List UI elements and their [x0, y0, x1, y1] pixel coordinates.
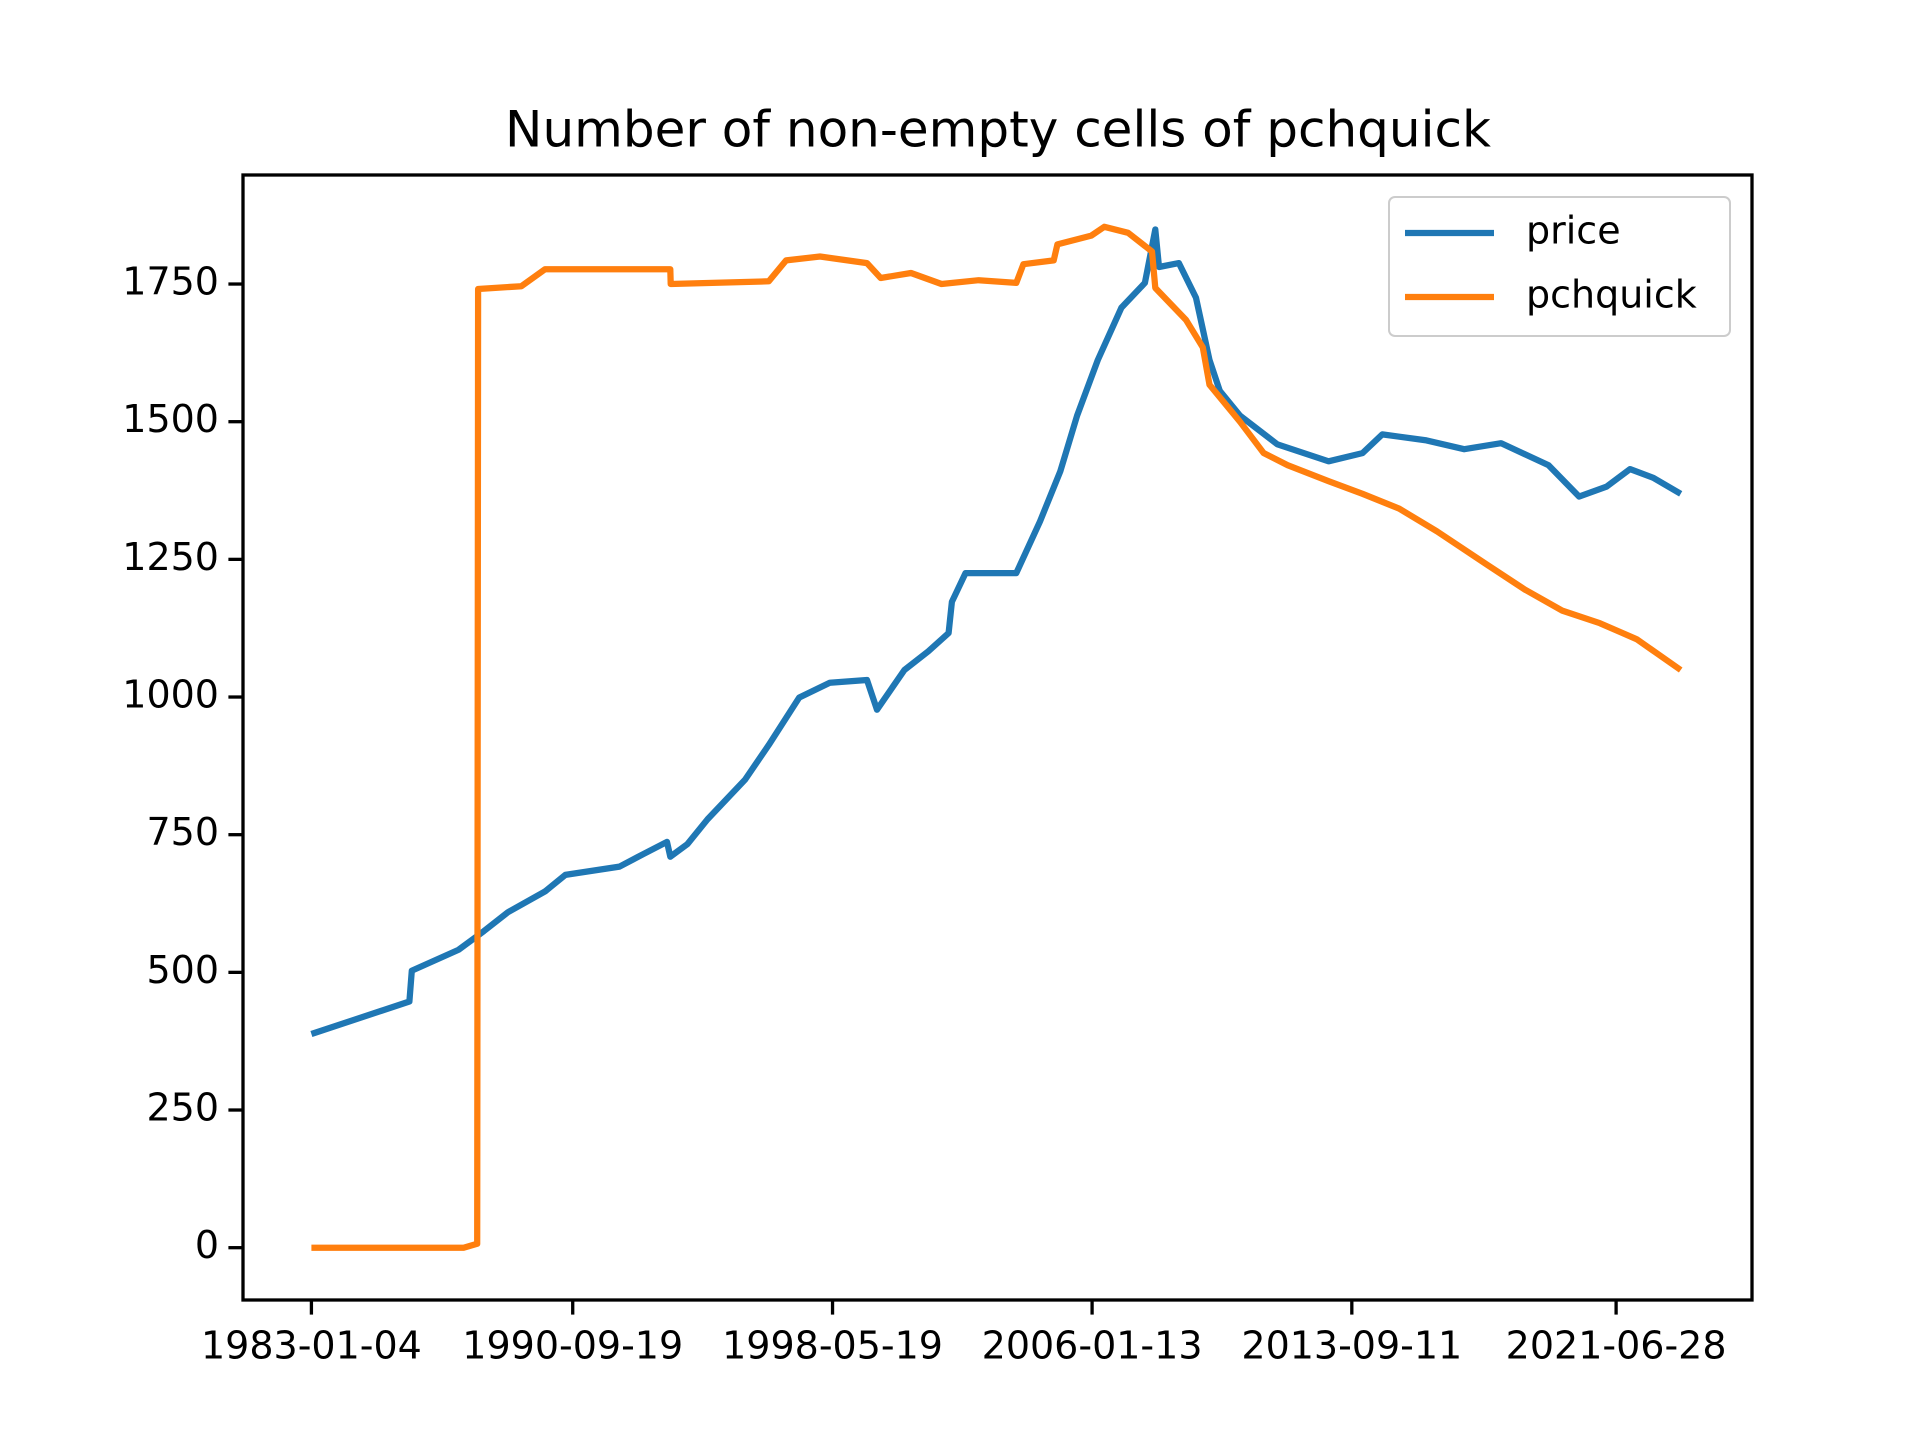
series-line	[310, 226, 1683, 1037]
y-tick-label: 750	[146, 810, 219, 854]
x-tick-label: 1990-09-19	[462, 1324, 683, 1368]
plot-area	[310, 223, 1683, 1251]
x-tick-label: 1983-01-04	[201, 1324, 422, 1368]
legend: price pchquick	[1388, 196, 1731, 337]
axes-frame	[241, 173, 1754, 1302]
x-tick-label: 2013-09-11	[1241, 1324, 1462, 1368]
series-line	[311, 223, 1683, 1251]
y-tick-label: 0	[195, 1223, 219, 1267]
y-tick-label: 500	[146, 948, 219, 992]
y-tick-label: 1000	[122, 673, 219, 717]
chart-title: Number of non-empty cells of pchquick	[505, 101, 1491, 159]
legend-label: price	[1526, 209, 1621, 253]
y-tick-label: 1750	[122, 260, 219, 304]
legend-label: pchquick	[1526, 273, 1697, 317]
y-tick-label: 250	[146, 1086, 219, 1130]
y-tick-label: 1250	[122, 535, 219, 579]
x-tick-label: 1998-05-19	[722, 1324, 943, 1368]
y-tick-label: 1500	[122, 397, 219, 441]
x-tick-label: 2006-01-13	[982, 1324, 1203, 1368]
x-tick-label: 2021-06-28	[1506, 1324, 1727, 1368]
